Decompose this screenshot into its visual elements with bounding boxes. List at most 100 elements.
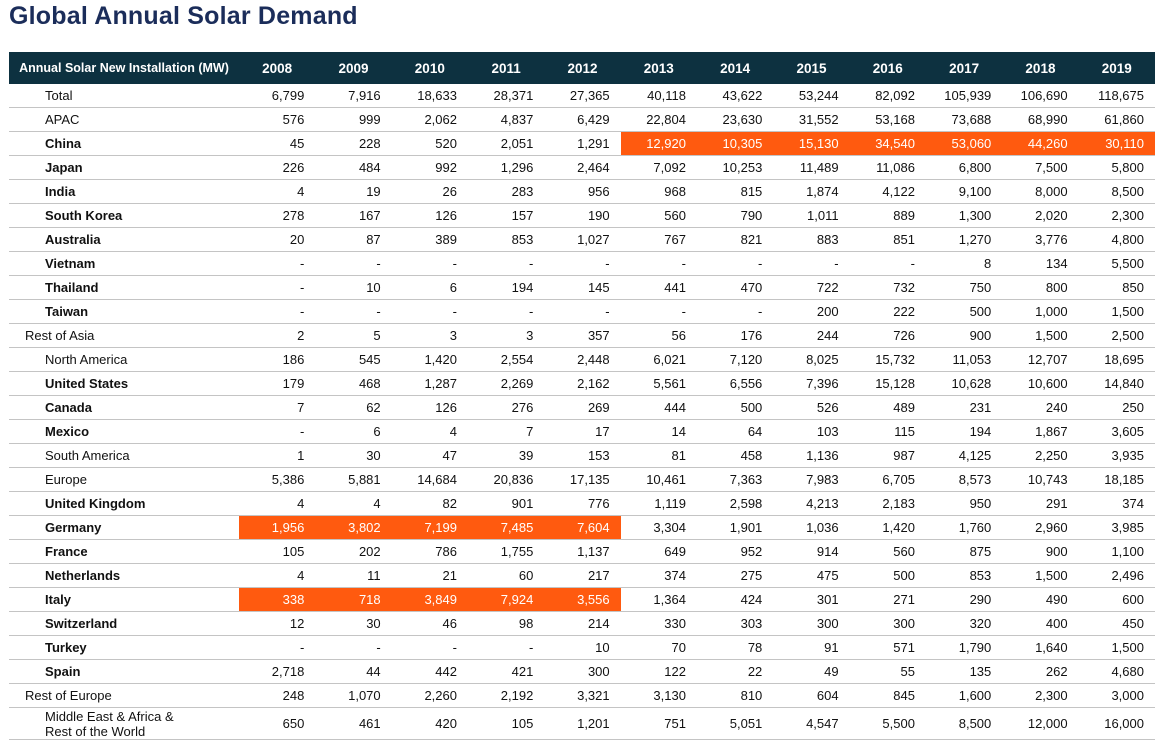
value-cell: 726 (849, 323, 926, 348)
value-cell: 26 (391, 179, 468, 204)
value-cell: 600 (1078, 587, 1155, 612)
row-label: Europe (9, 467, 239, 492)
value-cell: 2,269 (467, 371, 545, 396)
table-row: France 105 202 786 1,755 1,137 649 952 914 560 875… (9, 539, 1155, 564)
value-cell: 30 (315, 611, 392, 636)
value-cell: 1,500 (1002, 563, 1079, 588)
value-cell: 1,874 (773, 179, 850, 204)
value-cell: 1,036 (773, 515, 850, 540)
value-cell: 43,622 (696, 84, 774, 108)
value-cell: 103 (773, 419, 850, 444)
value-cell: 4 (239, 491, 316, 516)
value-cell: 70 (620, 635, 697, 660)
value-cell: 750 (925, 275, 1003, 300)
value-cell: 55 (849, 659, 926, 684)
value-cell: 118,675 (1078, 84, 1155, 108)
value-cell: 4,125 (925, 443, 1003, 468)
value-cell: 571 (849, 635, 926, 660)
value-cell: 115 (849, 419, 926, 444)
value-cell: 815 (696, 179, 774, 204)
value-cell: 7,500 (1002, 155, 1079, 180)
value-cell: 2,598 (696, 491, 774, 516)
value-cell: 122 (620, 659, 697, 684)
value-cell: 1,640 (1002, 635, 1079, 660)
value-cell: 2,448 (544, 347, 621, 372)
value-cell: 145 (544, 275, 621, 300)
value-cell: 18,185 (1078, 467, 1155, 492)
table-row: Turkey - - - -10 70 78 91 571 1,790 1,640 1,500 (9, 635, 1155, 660)
table-row: Canada 7 62 126 276 269 444 500 526 489 231 240 250 (9, 395, 1155, 420)
value-cell: 374 (1078, 491, 1155, 516)
row-label: Middle East & Africa & Rest of the World (9, 707, 239, 740)
value-cell: 82,092 (849, 84, 926, 108)
value-cell: - (391, 635, 468, 660)
value-cell: 5,561 (620, 371, 697, 396)
value-cell: 850 (1078, 275, 1155, 300)
value-cell: 6,799 (239, 84, 316, 108)
table-row: Australia 20 87 389 853 1,027 767 821 883 851 1,27… (9, 227, 1155, 252)
value-cell: 790 (696, 203, 774, 228)
value-cell: 11,053 (925, 347, 1003, 372)
value-cell: 3,776 (1002, 227, 1079, 252)
value-cell: 1,420 (391, 347, 468, 372)
value-cell: 18,695 (1078, 347, 1155, 372)
value-cell: 10 (544, 635, 621, 660)
value-cell: 853 (467, 227, 545, 252)
table-row: South Korea 278 167 126 157 190 560 790 1,011 889… (9, 203, 1155, 228)
row-label-line: Rest of the World (45, 723, 146, 739)
value-cell: 357 (544, 323, 621, 348)
value-cell: 1,867 (1002, 419, 1079, 444)
value-cell: 545 (315, 347, 392, 372)
value-cell: 8,500 (1078, 179, 1155, 204)
table-row: North America 186 545 1,420 2,554 2,448 6,021 7… (9, 347, 1155, 372)
value-cell: 62 (315, 395, 392, 420)
value-cell: 190 (544, 203, 621, 228)
value-cell: 999 (315, 107, 392, 132)
value-cell: 47 (391, 443, 468, 468)
value-cell: 5,386 (239, 467, 316, 492)
value-cell: 300 (544, 659, 621, 684)
row-label: Italy (9, 587, 239, 612)
value-cell: 98 (467, 611, 545, 636)
value-cell: 3,130 (620, 683, 697, 708)
value-cell: 6,705 (849, 467, 926, 492)
value-cell: 283 (467, 179, 545, 204)
value-cell: 244 (773, 323, 850, 348)
value-cell: 8,025 (773, 347, 850, 372)
row-label: Netherlands (9, 563, 239, 588)
row-label: Australia (9, 227, 239, 252)
solar-demand-table: Annual Solar New Installation (MW) 2008 2… (9, 52, 1155, 740)
value-cell: 228 (315, 131, 392, 156)
row-label: Mexico (9, 419, 239, 444)
value-cell: 30 (315, 443, 392, 468)
value-cell: 40,118 (620, 84, 697, 108)
value-cell: 2,051 (467, 131, 545, 156)
table-body: Total 6,799 7,916 18,633 28,371 27,365 40,118 4… (9, 84, 1155, 740)
value-cell: 9,100 (925, 179, 1003, 204)
value-cell: 1,296 (467, 155, 545, 180)
table-row: Italy 338 718 3,849 7,924 3,556 1,364 424 301 271… (9, 587, 1155, 612)
value-cell: 87 (315, 227, 392, 252)
value-cell: 7,396 (773, 371, 850, 396)
table-row: Vietnam - - - - - - - - -8 134 5,500 (9, 251, 1155, 276)
value-cell: 484 (315, 155, 392, 180)
value-cell: 22 (696, 659, 774, 684)
value-cell: 853 (925, 563, 1003, 588)
table-row: Mexico -6 4 7 17 14 64 103 115 194 1,867 3,605 (9, 419, 1155, 444)
value-cell: 10,305 (696, 131, 774, 156)
year-header-2008: 2008 (239, 52, 316, 84)
value-cell: 2,496 (1078, 563, 1155, 588)
value-cell: 157 (467, 203, 545, 228)
value-cell: 374 (620, 563, 697, 588)
row-label: Germany (9, 515, 239, 540)
value-cell: 231 (925, 395, 1003, 420)
value-cell: 21 (391, 563, 468, 588)
value-cell: 106,690 (1002, 84, 1079, 108)
value-cell: 1,137 (544, 539, 621, 564)
value-cell: 468 (315, 371, 392, 396)
value-cell: 5,881 (315, 467, 392, 492)
year-header-2013: 2013 (620, 52, 697, 84)
value-cell: 6,556 (696, 371, 774, 396)
value-cell: 134 (1002, 251, 1079, 276)
value-cell: 952 (696, 539, 774, 564)
